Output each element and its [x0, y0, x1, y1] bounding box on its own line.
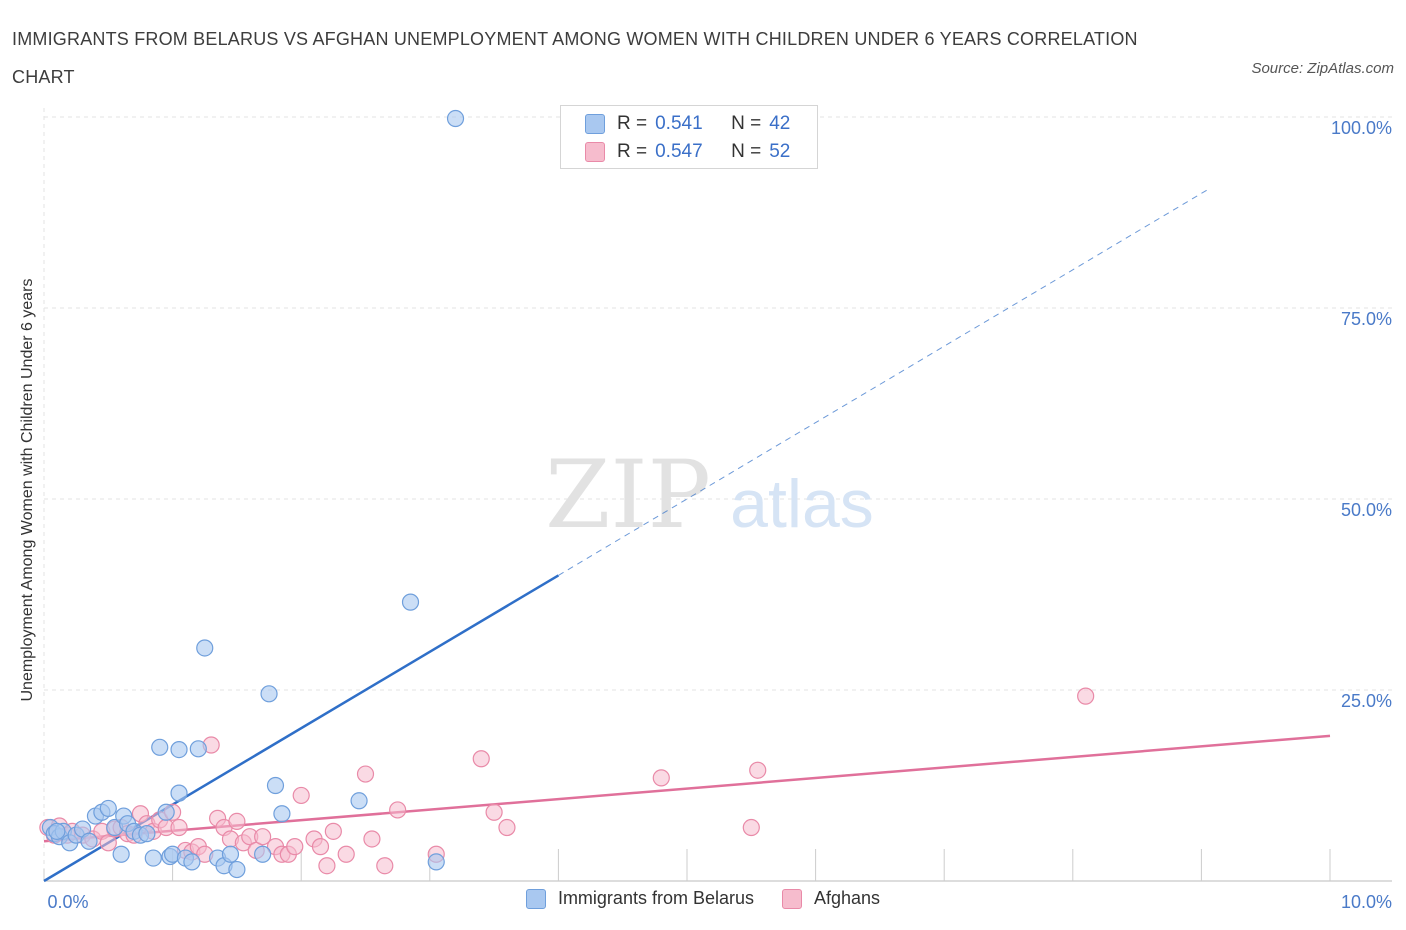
legend-item-belarus[interactable]: Immigrants from Belarus [525, 888, 754, 909]
chart-title: IMMIGRANTS FROM BELARUS VS AFGHAN UNEMPL… [12, 29, 1138, 87]
grid-lines [43, 108, 1392, 881]
belarus-point [48, 822, 66, 840]
afghan-point [292, 786, 310, 805]
belarus-point [99, 799, 117, 818]
belarus-point [183, 853, 201, 871]
y-tick-label: 100.0% [1331, 118, 1392, 138]
belarus-point [170, 784, 188, 802]
afghan-point [311, 838, 330, 856]
afghan-swatch [782, 888, 802, 909]
x-tick-label-max: 10.0% [1341, 892, 1392, 912]
afghan-point [1077, 687, 1095, 705]
afghan-point [498, 818, 516, 837]
watermark-atlas: atlas [730, 466, 874, 542]
watermark: ZIP atlas [545, 441, 874, 550]
belarus-points [41, 109, 465, 879]
legend-n-value-belarus: 42 [769, 113, 791, 134]
belarus-point [266, 776, 285, 795]
belarus-point [350, 792, 368, 810]
belarus-point [401, 593, 420, 611]
belarus-point [254, 845, 272, 863]
legend-n-label: N = [731, 141, 762, 162]
legend-n-value-afghan: 52 [769, 141, 791, 162]
legend-row-belarus: R = 0.541 N = 42 [585, 111, 790, 137]
belarus-point [144, 849, 162, 867]
belarus-swatch [525, 888, 546, 909]
belarus-point [427, 853, 445, 871]
afghan-point [324, 822, 342, 840]
belarus-point [138, 825, 156, 843]
watermark-zip: ZIP [545, 441, 711, 550]
afghan-point [376, 857, 394, 875]
afghan-swatch [585, 142, 605, 162]
afghan-trend-line [43, 734, 1331, 843]
belarus-point [189, 740, 207, 758]
afghan-point [749, 761, 767, 779]
belarus-point [273, 805, 291, 823]
afghan-points [39, 687, 1095, 875]
correlation-legend: R = 0.541 N = 42 R = 0.547 N = 52 [560, 105, 818, 169]
afghan-point [356, 765, 375, 783]
belarus-point [446, 109, 465, 128]
series-legend: Immigrants from Belarus Afghans [0, 888, 1406, 909]
belarus-point [112, 845, 130, 863]
afghan-point [254, 828, 272, 846]
afghan-point [228, 812, 246, 831]
belarus-point [221, 845, 240, 863]
afghan-point [742, 818, 760, 837]
source-label: Source: ZipAtlas.com [1251, 60, 1394, 77]
afghan-point [337, 845, 355, 863]
afghan-point [99, 834, 117, 852]
belarus-point [80, 832, 98, 850]
legend-label-afghan: Afghans [814, 888, 881, 908]
legend-r-label: R = [617, 113, 648, 134]
belarus-trend-extension [558, 189, 1209, 576]
afghan-point [318, 857, 336, 875]
afghan-point [286, 838, 304, 856]
y-tick-label: 75.0% [1341, 309, 1392, 329]
belarus-point [151, 738, 169, 756]
afghan-point [389, 801, 407, 819]
y-tick-label: 50.0% [1341, 500, 1392, 520]
legend-n-label: N = [731, 113, 762, 134]
afghan-point [363, 830, 381, 848]
x-tick-label-min: 0.0% [47, 892, 88, 912]
belarus-point [157, 803, 175, 821]
afghan-point [652, 769, 670, 787]
axes [43, 849, 1392, 882]
belarus-point [196, 639, 214, 657]
legend-item-afghan[interactable]: Afghans [782, 888, 880, 909]
afghan-point [485, 803, 503, 821]
belarus-point [228, 860, 246, 879]
legend-label-belarus: Immigrants from Belarus [557, 888, 754, 908]
belarus-swatch [585, 114, 605, 134]
legend-r-value-afghan: 0.547 [655, 141, 703, 162]
afghan-point [170, 818, 188, 837]
legend-row-afghan: R = 0.547 N = 52 [585, 139, 790, 165]
y-tick-label: 25.0% [1341, 691, 1392, 711]
legend-r-value-belarus: 0.541 [655, 113, 703, 134]
belarus-point [170, 740, 188, 759]
afghan-point [472, 750, 490, 768]
belarus-point [260, 685, 278, 703]
legend-r-label: R = [617, 141, 648, 162]
tick-labels: 25.0% 50.0% 75.0% 100.0% 0.0% 10.0% [47, 118, 1392, 912]
